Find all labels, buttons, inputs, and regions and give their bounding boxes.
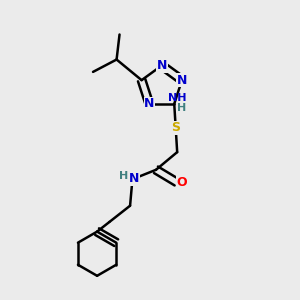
Text: H: H	[119, 171, 128, 181]
Text: N: N	[144, 97, 154, 110]
Text: NH: NH	[168, 93, 186, 103]
Text: O: O	[177, 176, 187, 189]
Text: N: N	[129, 172, 139, 185]
Text: S: S	[171, 122, 180, 134]
Text: N: N	[177, 74, 187, 87]
Text: H: H	[177, 103, 186, 113]
Text: N: N	[157, 59, 167, 72]
